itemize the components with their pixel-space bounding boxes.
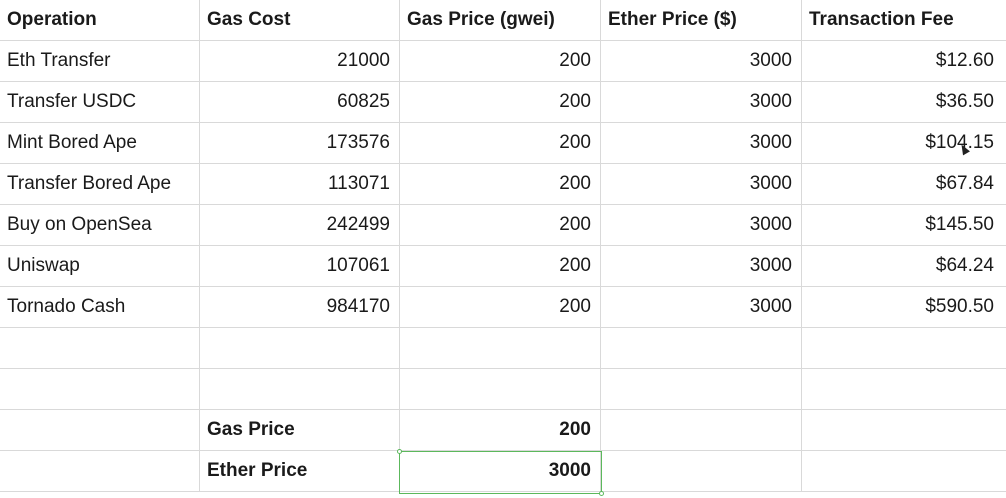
empty-cell[interactable]	[802, 369, 1006, 409]
cell-ether-price[interactable]: 3000	[601, 205, 802, 245]
empty-cell[interactable]	[0, 369, 200, 409]
empty-row	[0, 369, 1006, 410]
ether-price-input-cell[interactable]: 3000	[400, 451, 601, 491]
empty-cell[interactable]	[0, 451, 200, 491]
cell-transaction-fee[interactable]: $145.50	[925, 214, 994, 235]
cell-ether-price[interactable]: 3000	[601, 164, 802, 204]
cell-operation[interactable]: Tornado Cash	[0, 287, 200, 327]
cell-ether-price[interactable]: 3000	[601, 41, 802, 81]
cell-transaction-fee[interactable]: $36.50	[935, 91, 994, 112]
cell-ether-price[interactable]: 3000	[601, 287, 802, 327]
empty-cell[interactable]	[802, 328, 1006, 368]
cell-gas-price[interactable]: 200	[400, 246, 601, 286]
selection-handle[interactable]	[397, 449, 402, 454]
empty-cell[interactable]	[802, 410, 1006, 450]
cell-operation[interactable]: Transfer Bored Ape	[0, 164, 200, 204]
cell-gas-price[interactable]: 200	[400, 287, 601, 327]
table-row: Eth Transfer 21000 200 3000 $12.60	[0, 41, 1006, 82]
cell-transaction-fee[interactable]: $64.24	[935, 255, 994, 276]
empty-cell[interactable]	[200, 328, 400, 368]
table-row: Mint Bored Ape 173576 200 3000 $104.15	[0, 123, 1006, 164]
ether-price-input-row: Ether Price 3000	[0, 451, 1006, 492]
empty-cell[interactable]	[601, 369, 802, 409]
table-row: Uniswap 107061 200 3000 $64.24	[0, 246, 1006, 287]
table-row: Tornado Cash 984170 200 3000 $590.50	[0, 287, 1006, 328]
cell-gas-price[interactable]: 200	[400, 123, 601, 163]
cell-transaction-fee[interactable]: $67.84	[935, 173, 994, 194]
cell-operation[interactable]: Buy on OpenSea	[0, 205, 200, 245]
cell-gas-price[interactable]: 200	[400, 41, 601, 81]
cell-gas-cost[interactable]: 21000	[200, 41, 400, 81]
cell-operation[interactable]: Transfer USDC	[0, 82, 200, 122]
table-row: Transfer USDC 60825 200 3000 $36.50	[0, 82, 1006, 123]
cell-transaction-fee[interactable]: $12.60	[935, 50, 994, 71]
cell-gas-cost[interactable]: 173576	[200, 123, 400, 163]
empty-cell[interactable]	[0, 328, 200, 368]
gas-price-input-row: Gas Price 200	[0, 410, 1006, 451]
header-transaction-fee[interactable]: Transaction Fee	[809, 9, 954, 30]
cell-gas-cost[interactable]: 113071	[200, 164, 400, 204]
header-gas-price[interactable]: Gas Price (gwei)	[400, 0, 601, 40]
cell-transaction-fee[interactable]: $590.50	[925, 296, 994, 317]
gas-price-input-cell[interactable]: 200	[400, 410, 601, 450]
cell-gas-cost[interactable]: 242499	[200, 205, 400, 245]
cell-gas-price[interactable]: 200	[400, 205, 601, 245]
empty-cell[interactable]	[200, 369, 400, 409]
cell-gas-cost[interactable]: 107061	[200, 246, 400, 286]
empty-cell[interactable]	[400, 328, 601, 368]
cell-transaction-fee[interactable]: $104.15	[925, 132, 994, 153]
empty-cell[interactable]	[601, 451, 802, 491]
cell-gas-price[interactable]: 200	[400, 82, 601, 122]
header-row: Operation Gas Cost Gas Price (gwei) Ethe…	[0, 0, 1006, 41]
header-operation[interactable]: Operation	[0, 0, 200, 40]
header-gas-cost[interactable]: Gas Cost	[200, 0, 400, 40]
cell-ether-price[interactable]: 3000	[601, 123, 802, 163]
empty-cell[interactable]	[802, 451, 1006, 491]
gas-price-label: Gas Price	[200, 410, 400, 450]
empty-cell[interactable]	[0, 410, 200, 450]
cell-ether-price[interactable]: 3000	[601, 246, 802, 286]
cell-gas-cost[interactable]: 60825	[200, 82, 400, 122]
selection-handle[interactable]	[599, 491, 604, 496]
ether-price-label: Ether Price	[200, 451, 400, 491]
cell-operation[interactable]: Uniswap	[0, 246, 200, 286]
cell-operation[interactable]: Mint Bored Ape	[0, 123, 200, 163]
empty-cell[interactable]	[400, 369, 601, 409]
cell-ether-price[interactable]: 3000	[601, 82, 802, 122]
header-ether-price[interactable]: Ether Price ($)	[601, 0, 802, 40]
cell-gas-cost[interactable]: 984170	[200, 287, 400, 327]
empty-row	[0, 328, 1006, 369]
table-row: Buy on OpenSea 242499 200 3000 $145.50	[0, 205, 1006, 246]
cell-gas-price[interactable]: 200	[400, 164, 601, 204]
cell-operation[interactable]: Eth Transfer	[0, 41, 200, 81]
table-row: Transfer Bored Ape 113071 200 3000 $67.8…	[0, 164, 1006, 205]
empty-cell[interactable]	[601, 328, 802, 368]
empty-cell[interactable]	[601, 410, 802, 450]
